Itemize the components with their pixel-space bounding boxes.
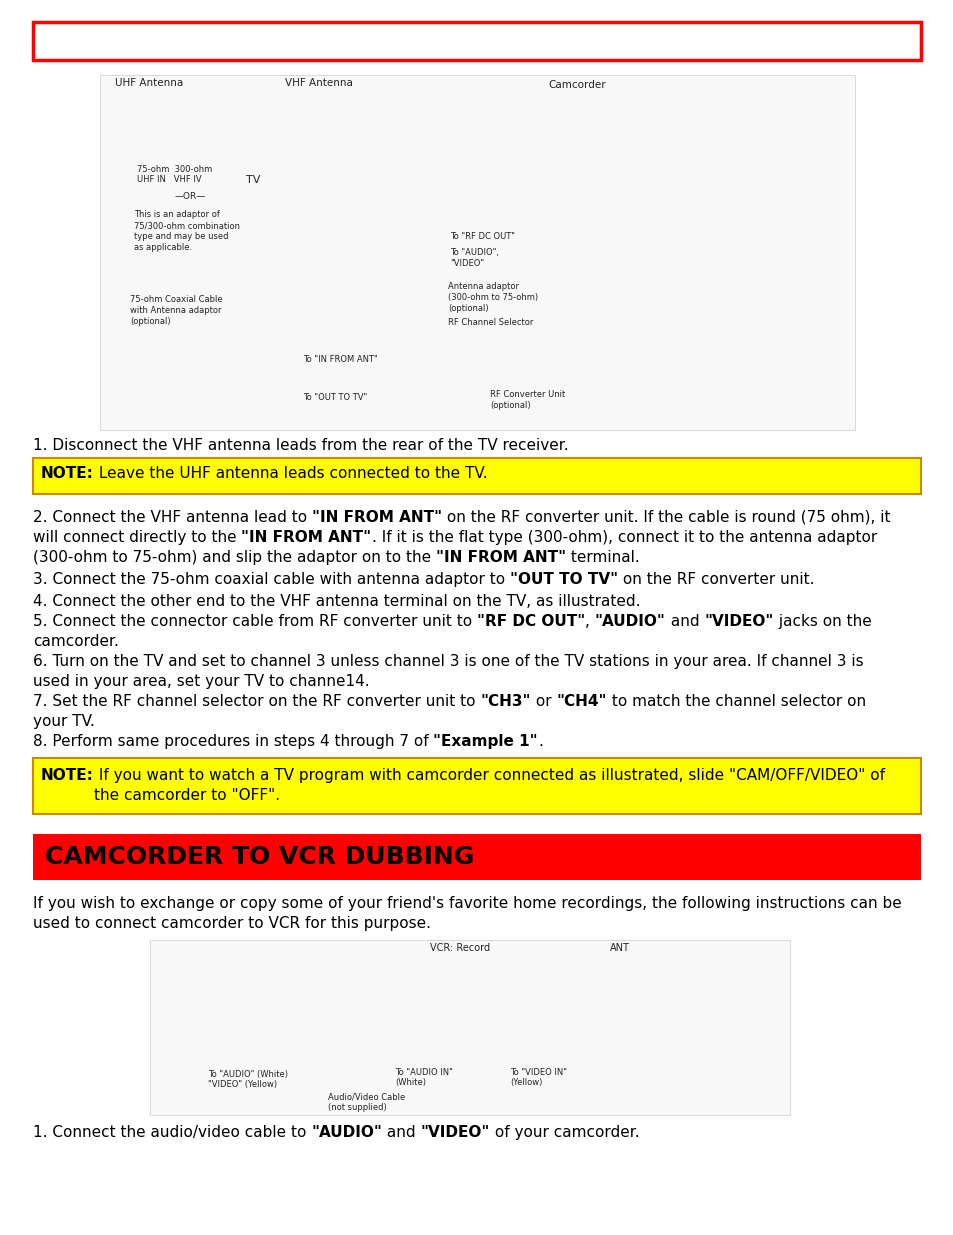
- Text: NOTE:: NOTE:: [41, 466, 93, 480]
- Bar: [100, 75, 854, 430]
- Text: 5. Connect the connector cable from RF converter unit to: 5. Connect the connector cable from RF c…: [33, 614, 476, 629]
- Text: To "VIDEO IN": To "VIDEO IN": [510, 1068, 566, 1077]
- Text: used in your area, set your TV to channe14.: used in your area, set your TV to channe…: [33, 674, 369, 689]
- Text: of your camcorder.: of your camcorder.: [490, 1125, 639, 1140]
- Text: VHF Antenna: VHF Antenna: [285, 78, 353, 88]
- Text: and: and: [665, 614, 703, 629]
- Text: 7. Set the RF channel selector on the RF converter unit to: 7. Set the RF channel selector on the RF…: [33, 694, 480, 709]
- Text: If you want to watch a TV program with camcorder connected as illustrated, slide: If you want to watch a TV program with c…: [93, 768, 884, 803]
- Text: (White): (White): [395, 1078, 426, 1087]
- Text: terminal.: terminal.: [565, 550, 639, 564]
- Text: "AUDIO": "AUDIO": [311, 1125, 382, 1140]
- Text: . If it is the flat type (300-ohm), connect it to the antenna adaptor: . If it is the flat type (300-ohm), conn…: [372, 530, 876, 545]
- Bar: [33, 22, 920, 61]
- Text: .: .: [537, 734, 542, 748]
- Text: "VIDEO": "VIDEO": [420, 1125, 490, 1140]
- Text: RF Channel Selector: RF Channel Selector: [448, 317, 533, 327]
- Text: to match the channel selector on: to match the channel selector on: [606, 694, 865, 709]
- Text: 75-ohm Coaxial Cable
with Antenna adaptor
(optional): 75-ohm Coaxial Cable with Antenna adapto…: [130, 295, 222, 326]
- Text: on the RF converter unit.: on the RF converter unit.: [618, 572, 814, 587]
- Text: and: and: [382, 1125, 420, 1140]
- Text: VCR: Record: VCR: Record: [430, 944, 490, 953]
- Text: 1. Connect the audio/video cable to: 1. Connect the audio/video cable to: [33, 1125, 311, 1140]
- Text: UHF Antenna: UHF Antenna: [115, 78, 183, 88]
- Text: "AUDIO": "AUDIO": [595, 614, 665, 629]
- Text: "CH4": "CH4": [556, 694, 606, 709]
- Text: "VIDEO" (Yellow): "VIDEO" (Yellow): [208, 1079, 276, 1089]
- Text: 75-ohm  300-ohm: 75-ohm 300-ohm: [137, 165, 212, 174]
- Text: Antenna adaptor
(300-ohm to 75-ohm)
(optional): Antenna adaptor (300-ohm to 75-ohm) (opt…: [448, 282, 537, 314]
- Bar: [33, 758, 920, 814]
- Text: "CH3": "CH3": [480, 694, 530, 709]
- Text: Audio/Video Cable: Audio/Video Cable: [328, 1093, 405, 1102]
- Text: If you wish to exchange or copy some of your friend's favorite home recordings, : If you wish to exchange or copy some of …: [33, 897, 901, 911]
- Text: "VIDEO": "VIDEO": [703, 614, 773, 629]
- Text: will connect directly to the: will connect directly to the: [33, 530, 241, 545]
- Text: To "AUDIO" (White): To "AUDIO" (White): [208, 1070, 288, 1079]
- Text: "RF DC OUT": "RF DC OUT": [476, 614, 584, 629]
- Text: your TV.: your TV.: [33, 714, 94, 729]
- Text: ,: ,: [584, 614, 595, 629]
- Text: To "AUDIO IN": To "AUDIO IN": [395, 1068, 453, 1077]
- Text: "IN FROM ANT": "IN FROM ANT": [241, 530, 372, 545]
- Text: "IN FROM ANT": "IN FROM ANT": [312, 510, 441, 525]
- Text: 2. Connect the VHF antenna lead to: 2. Connect the VHF antenna lead to: [33, 510, 312, 525]
- Text: 8. Perform same procedures in steps 4 through 7 of: 8. Perform same procedures in steps 4 th…: [33, 734, 433, 748]
- Text: "IN FROM ANT": "IN FROM ANT": [436, 550, 565, 564]
- Bar: [33, 458, 920, 494]
- Text: 3. Connect the 75-ohm coaxial cable with antenna adaptor to: 3. Connect the 75-ohm coaxial cable with…: [33, 572, 510, 587]
- Text: UHF IN   VHF IV: UHF IN VHF IV: [137, 175, 201, 184]
- Text: RF Converter Unit
(optional): RF Converter Unit (optional): [490, 390, 565, 410]
- Text: Camcorder: Camcorder: [547, 80, 605, 90]
- Text: Leave the UHF antenna leads connected to the TV.: Leave the UHF antenna leads connected to…: [93, 466, 487, 480]
- Text: To "OUT TO TV": To "OUT TO TV": [303, 393, 367, 403]
- Text: This is an adaptor of
75/300-ohm combination
type and may be used
as applicable.: This is an adaptor of 75/300-ohm combina…: [133, 210, 240, 252]
- Text: To "RF DC OUT": To "RF DC OUT": [450, 232, 515, 241]
- Text: (300-ohm to 75-ohm) and slip the adaptor on to the: (300-ohm to 75-ohm) and slip the adaptor…: [33, 550, 436, 564]
- Text: ANT: ANT: [609, 944, 629, 953]
- Text: 1. Disconnect the VHF antenna leads from the rear of the TV receiver.: 1. Disconnect the VHF antenna leads from…: [33, 438, 568, 453]
- Text: NOTE:: NOTE:: [41, 768, 93, 783]
- Text: CAMCORDER TO VCR DUBBING: CAMCORDER TO VCR DUBBING: [45, 845, 474, 869]
- Text: TV: TV: [246, 175, 260, 185]
- Bar: [33, 834, 920, 881]
- Text: —OR—: —OR—: [174, 191, 206, 201]
- Text: jacks on the: jacks on the: [773, 614, 871, 629]
- Text: on the RF converter unit. If the cable is round (75 ohm), it: on the RF converter unit. If the cable i…: [441, 510, 890, 525]
- Text: "OUT TO TV": "OUT TO TV": [510, 572, 618, 587]
- Text: 4. Connect the other end to the VHF antenna terminal on the TV, as illustrated.: 4. Connect the other end to the VHF ante…: [33, 594, 639, 609]
- Text: camcorder.: camcorder.: [33, 634, 119, 650]
- Text: 6. Turn on the TV and set to channel 3 unless channel 3 is one of the TV station: 6. Turn on the TV and set to channel 3 u…: [33, 655, 862, 669]
- Text: "Example 1": "Example 1": [433, 734, 537, 748]
- Text: To "IN FROM ANT": To "IN FROM ANT": [303, 354, 377, 364]
- Text: (Yellow): (Yellow): [510, 1078, 542, 1087]
- Text: To "AUDIO",
"VIDEO": To "AUDIO", "VIDEO": [450, 248, 498, 268]
- Text: (not supplied): (not supplied): [328, 1103, 386, 1112]
- Text: or: or: [530, 694, 556, 709]
- Text: used to connect camcorder to VCR for this purpose.: used to connect camcorder to VCR for thi…: [33, 916, 431, 931]
- Bar: [150, 940, 789, 1115]
